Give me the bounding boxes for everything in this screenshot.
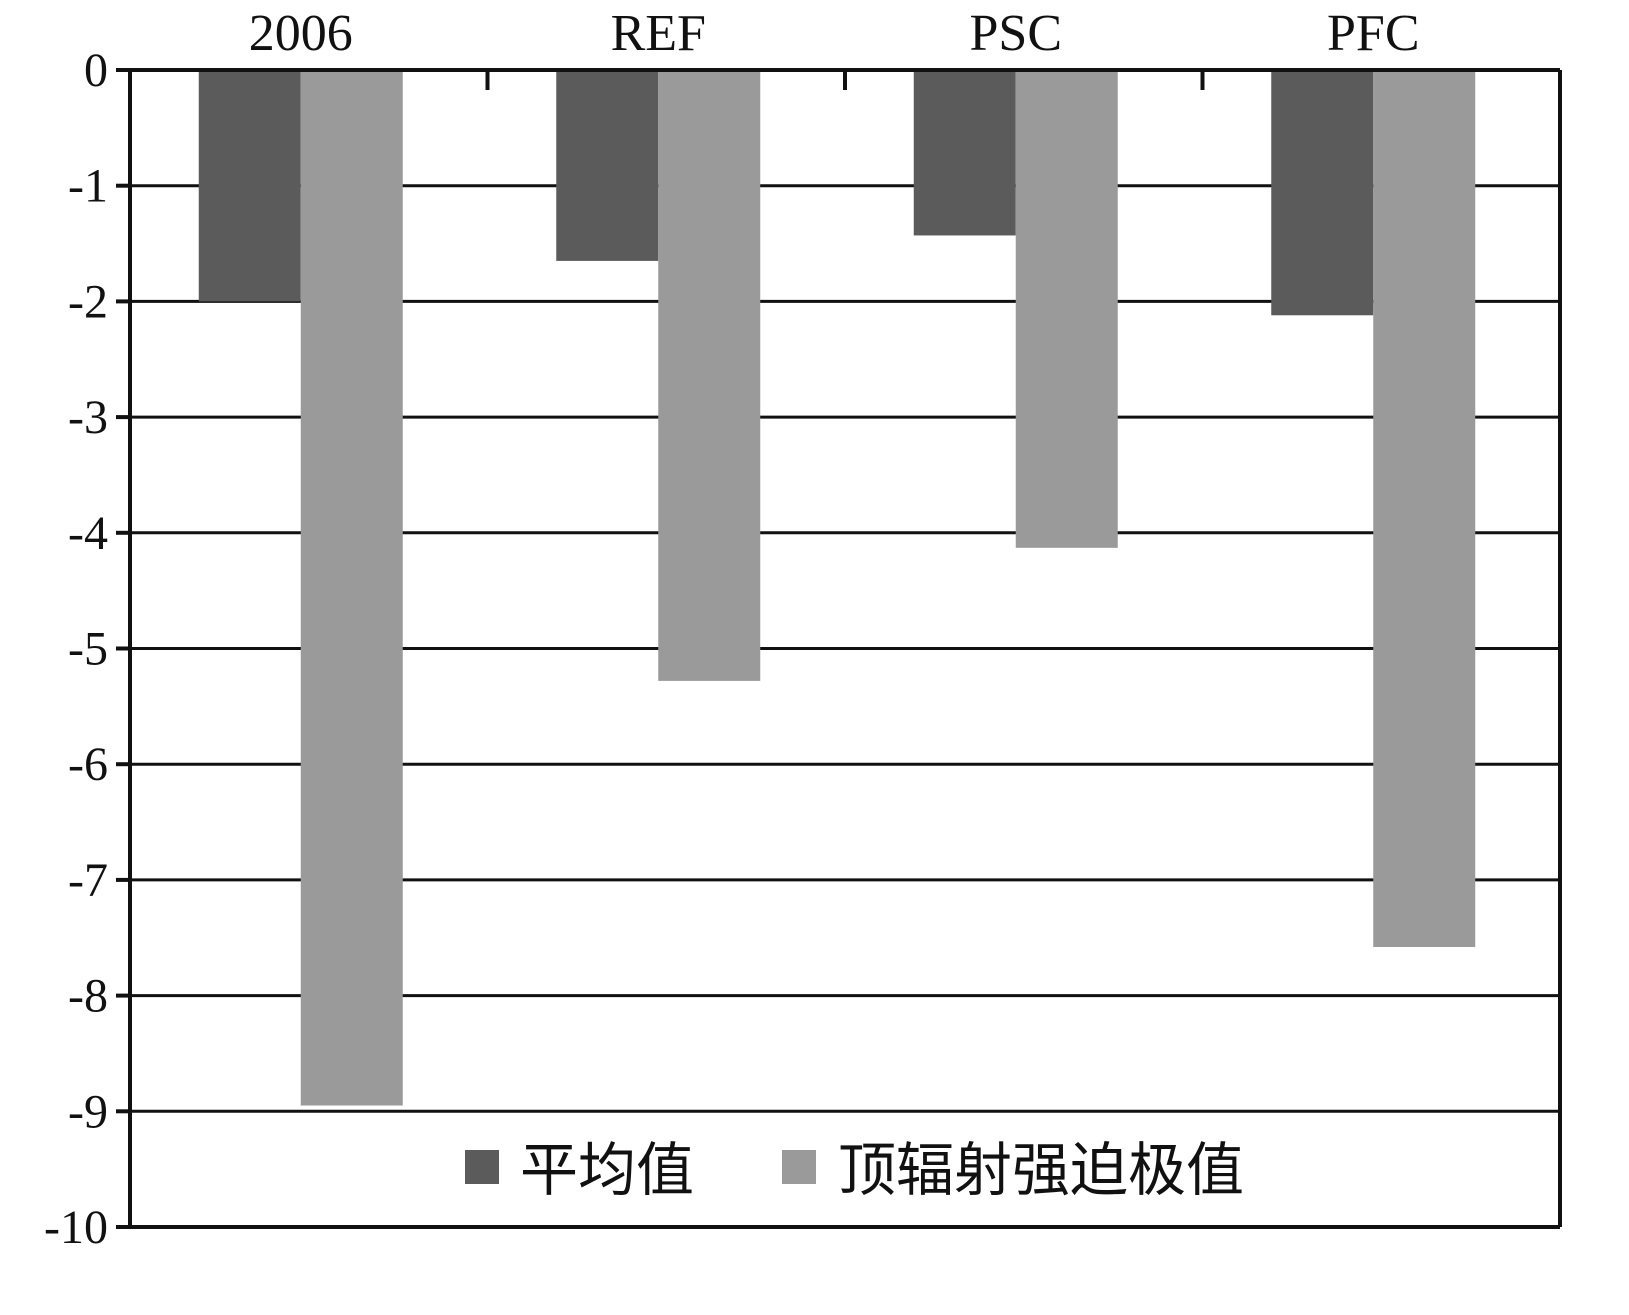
y-tick-label: -4	[68, 507, 108, 560]
legend-label: 平均值	[520, 1138, 694, 1203]
bar-mean	[913, 70, 1016, 236]
legend-swatch	[465, 1150, 499, 1184]
bar-extreme	[1373, 70, 1476, 948]
x-category-label: REF	[611, 5, 706, 62]
bar-mean	[198, 70, 301, 302]
y-tick-label: -9	[68, 1085, 108, 1138]
bar-extreme	[658, 70, 761, 681]
y-tick-label: -3	[68, 391, 108, 444]
axes	[116, 68, 1562, 1229]
x-category-label: PFC	[1327, 5, 1420, 62]
labels: 0 -1 -2 -3 -4 -5 -6 -7 -8 -9 -10 2006 REF PSC PFC	[44, 5, 1420, 1254]
bar-extreme	[300, 70, 403, 1106]
bar-mean	[556, 70, 659, 261]
legend-swatch	[782, 1150, 816, 1184]
x-category-label: PSC	[969, 5, 1062, 62]
legend-label: 顶辐射强迫极值	[838, 1138, 1244, 1203]
y-tick-label: -1	[68, 160, 108, 213]
bar-extreme	[1015, 70, 1118, 548]
bar-mean	[1271, 70, 1374, 316]
legend: 平均值 顶辐射强迫极值	[465, 1138, 1244, 1203]
bars	[198, 70, 1476, 1106]
y-tick-label: -10	[44, 1201, 108, 1254]
x-category-label: 2006	[249, 5, 353, 62]
y-tick-label: -7	[68, 854, 108, 907]
y-tick-label: -8	[68, 970, 108, 1023]
y-tick-label: -2	[68, 275, 108, 328]
y-tick-label: 0	[84, 44, 108, 97]
y-tick-label: -6	[68, 738, 108, 791]
y-tick-label: -5	[68, 623, 108, 676]
